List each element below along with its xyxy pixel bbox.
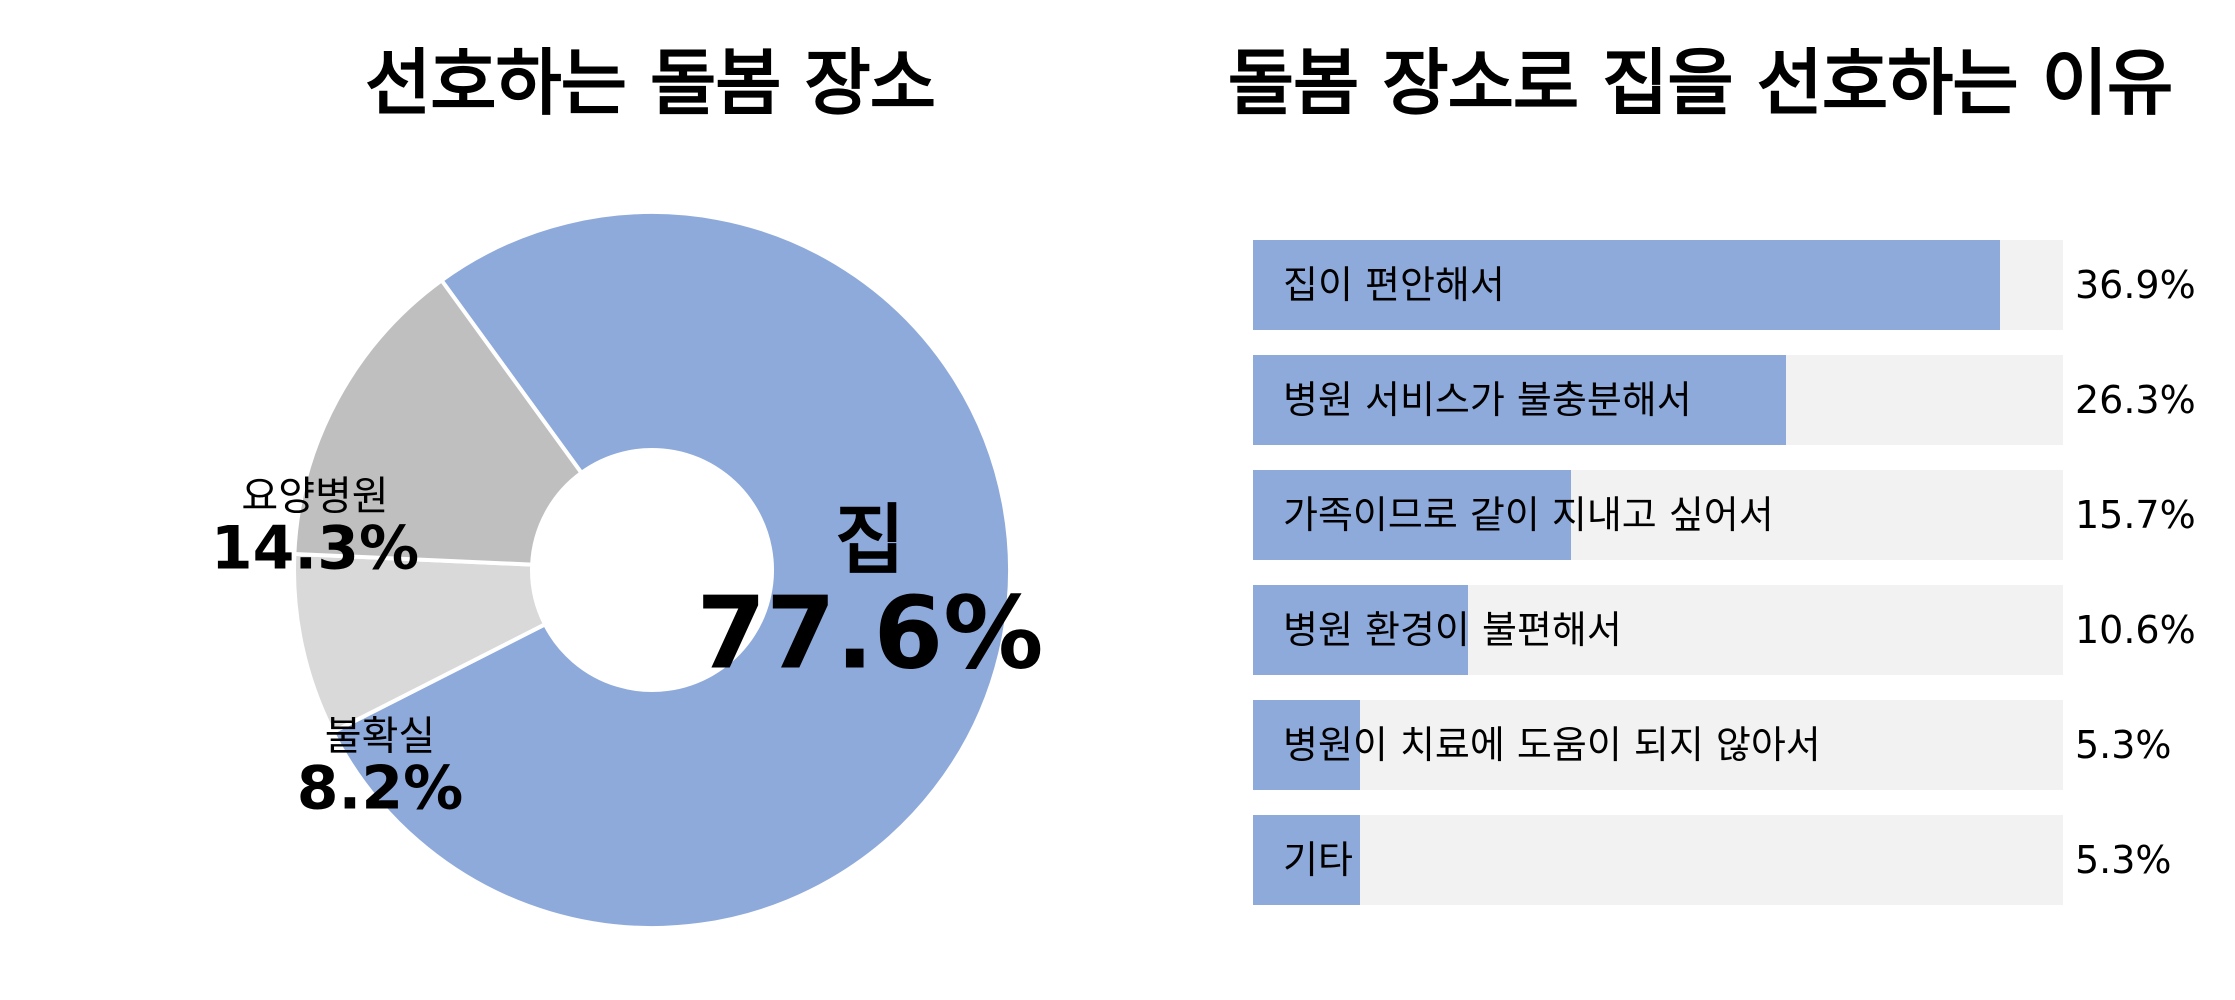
bar-category-label: 병원 환경이 불편해서 xyxy=(1283,608,1622,652)
bar-fill xyxy=(1253,815,1361,905)
bar-category-label: 병원 서비스가 불충분해서 xyxy=(1283,378,1692,422)
bar-chart-title: 돌봄 장소로 집을 선호하는 이유 xyxy=(1227,41,2173,125)
bar-row: 집이 편안해서 36.9% xyxy=(1253,240,2213,330)
bar-value-label: 36.9% xyxy=(2075,263,2196,307)
bar-row: 병원 환경이 불편해서 10.6% xyxy=(1253,585,2213,675)
bar-fill xyxy=(1253,355,1786,445)
donut-slice-0 xyxy=(330,210,1012,930)
bar-row: 가족이므로 같이 지내고 싶어서 15.7% xyxy=(1253,470,2213,560)
pie-chart-title: 선호하는 돌봄 장소 xyxy=(364,41,936,125)
bar-fill xyxy=(1253,700,1361,790)
slice-label-uncertain: 불확실 8.2% xyxy=(297,716,463,821)
slice-name: 요양병원 xyxy=(241,473,389,520)
slice-label-nursing-hospital: 요양병원 14.3% xyxy=(211,476,419,581)
bar-row: 기타 5.3% xyxy=(1253,815,2213,905)
bar-value-label: 26.3% xyxy=(2075,378,2196,422)
bar-value-label: 10.6% xyxy=(2075,608,2196,652)
bar-row: 병원이 치료에 도움이 되지 않아서 5.3% xyxy=(1253,700,2213,790)
donut-slice-2 xyxy=(292,277,585,567)
bar-category-label: 가족이므로 같이 지내고 싶어서 xyxy=(1283,493,1774,537)
bar-value-label: 5.3% xyxy=(2075,838,2172,882)
slice-name: 집 xyxy=(835,495,905,585)
bar-fill xyxy=(1253,240,2001,330)
bar-track xyxy=(1253,700,2063,790)
slice-value: 77.6% xyxy=(696,574,1044,692)
bar-category-label: 병원이 치료에 도움이 되지 않아서 xyxy=(1283,723,1821,767)
slice-value: 8.2% xyxy=(296,753,464,824)
donut-chart xyxy=(292,210,1012,930)
bar-value-label: 5.3% xyxy=(2075,723,2172,767)
bar-track xyxy=(1253,815,2063,905)
donut-slice-1 xyxy=(292,551,548,735)
bar-fill xyxy=(1253,585,1468,675)
bar-fill xyxy=(1253,470,1571,560)
slice-label-home: 집 77.6% xyxy=(696,495,1044,692)
bar-value-label: 15.7% xyxy=(2075,493,2196,537)
bar-category-label: 집이 편안해서 xyxy=(1283,263,1505,307)
slice-value: 14.3% xyxy=(210,513,420,584)
slice-name: 불확실 xyxy=(324,713,436,760)
bar-category-label: 기타 xyxy=(1283,838,1353,882)
bar-row: 병원 서비스가 불충분해서 26.3% xyxy=(1253,355,2213,445)
